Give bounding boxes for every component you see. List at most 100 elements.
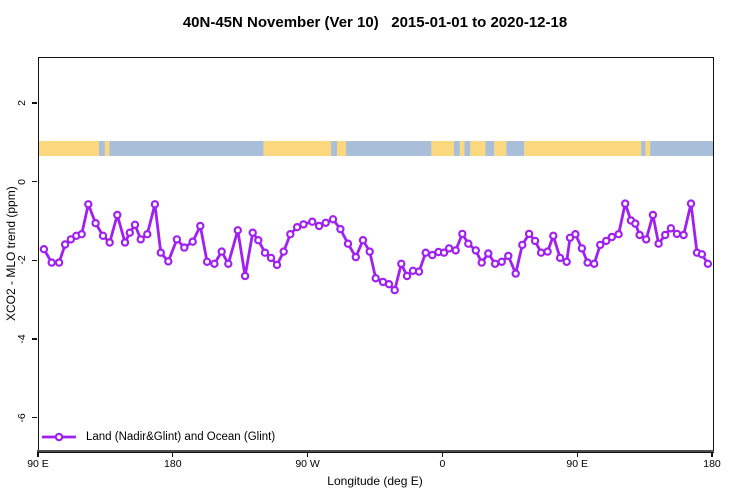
data-point	[490, 259, 500, 268]
data-point	[210, 259, 219, 268]
data-point	[614, 229, 623, 239]
data-point	[279, 247, 288, 256]
data-point	[343, 239, 353, 248]
data-point	[39, 244, 49, 254]
map-strip-ocean-segment	[453, 140, 460, 156]
data-point	[180, 243, 189, 252]
data-point	[635, 230, 644, 240]
data-point	[266, 253, 276, 263]
data-point	[497, 257, 506, 266]
map-strip-land-segment	[645, 140, 651, 156]
data-point	[136, 235, 145, 244]
data-point	[571, 229, 580, 239]
data-point	[530, 236, 540, 246]
data-point	[458, 229, 467, 239]
map-strip-land-segment	[494, 140, 507, 156]
data-point	[371, 274, 380, 283]
data-point	[402, 271, 412, 281]
data-point	[130, 220, 140, 229]
data-point	[98, 231, 108, 240]
data-point	[697, 250, 707, 259]
data-point	[444, 244, 454, 253]
data-point	[328, 215, 338, 224]
map-strip-land-segment	[39, 140, 99, 156]
data-point	[471, 246, 480, 255]
data-point	[565, 233, 575, 242]
data-point	[511, 269, 520, 278]
data-point	[299, 220, 308, 229]
x-tick-mark	[306, 452, 309, 457]
data-point	[686, 199, 696, 208]
y-tick-mark	[32, 338, 37, 340]
data-point	[484, 249, 493, 258]
data-point	[188, 237, 197, 246]
x-tick-label: 0	[439, 458, 446, 470]
data-point	[602, 236, 611, 246]
data-point	[286, 229, 295, 239]
map-strip-ocean-segment	[346, 140, 432, 156]
data-point	[60, 240, 70, 249]
data-point	[562, 257, 571, 266]
data-point	[596, 240, 605, 250]
map-strip-ocean-segment	[98, 140, 105, 156]
data-point	[224, 259, 233, 268]
data-point	[150, 200, 160, 209]
map-strip-ocean-segment	[485, 140, 495, 156]
x-tick-label: 180	[164, 458, 182, 470]
data-point	[233, 226, 242, 235]
y-tick-label: -4	[16, 334, 28, 344]
y-tick-mark	[32, 259, 37, 262]
map-strip-land-segment	[470, 140, 486, 156]
map-strip-ocean-segment	[641, 140, 646, 156]
data-point	[390, 285, 399, 295]
map-strip-land-segment	[337, 140, 347, 156]
data-point	[260, 248, 270, 257]
data-point	[365, 247, 374, 256]
x-tick-label: 90 E	[27, 458, 49, 470]
data-point	[105, 238, 114, 247]
data-point	[143, 229, 152, 239]
map-strip-land-segment	[459, 140, 465, 156]
data-point	[504, 251, 513, 261]
x-tick-label: 90 E	[566, 458, 588, 470]
x-tick-mark	[711, 452, 713, 457]
data-point	[314, 221, 324, 231]
data-point	[125, 228, 135, 237]
data-point	[77, 229, 86, 239]
map-strip-land-segment	[431, 140, 454, 156]
data-point	[272, 260, 282, 270]
legend: Land (Nadir&Glint) and Ocean (Glint)	[41, 430, 275, 444]
x-axis-line	[37, 449, 714, 453]
map-strip-ocean-segment	[109, 140, 264, 156]
data-point	[654, 239, 663, 248]
data-point	[451, 246, 460, 255]
data-point	[583, 258, 592, 267]
data-point	[292, 222, 302, 232]
data-point	[543, 247, 552, 256]
map-strip-land-segment	[524, 140, 642, 156]
data-point	[439, 248, 449, 257]
data-point	[120, 238, 130, 247]
data-point	[358, 235, 368, 245]
data-point	[666, 224, 676, 233]
plot-canvas	[39, 140, 713, 295]
data-point	[464, 239, 473, 248]
data-point	[661, 230, 670, 240]
data-point	[91, 218, 100, 228]
data-point	[703, 259, 713, 268]
y-tick-mark	[32, 417, 37, 419]
data-point	[47, 258, 56, 267]
data-point	[428, 250, 437, 260]
data-point	[672, 229, 682, 239]
data-point	[555, 253, 565, 263]
y-tick-label: 2	[16, 100, 28, 106]
map-strip-land-segment	[263, 140, 332, 156]
data-point	[477, 258, 486, 267]
data-point	[384, 279, 394, 289]
data-point	[66, 235, 75, 244]
data-point	[549, 231, 558, 240]
x-tick-mark	[37, 452, 39, 457]
data-point	[590, 259, 599, 268]
x-axis-label: Longitude (deg E)	[327, 474, 423, 488]
